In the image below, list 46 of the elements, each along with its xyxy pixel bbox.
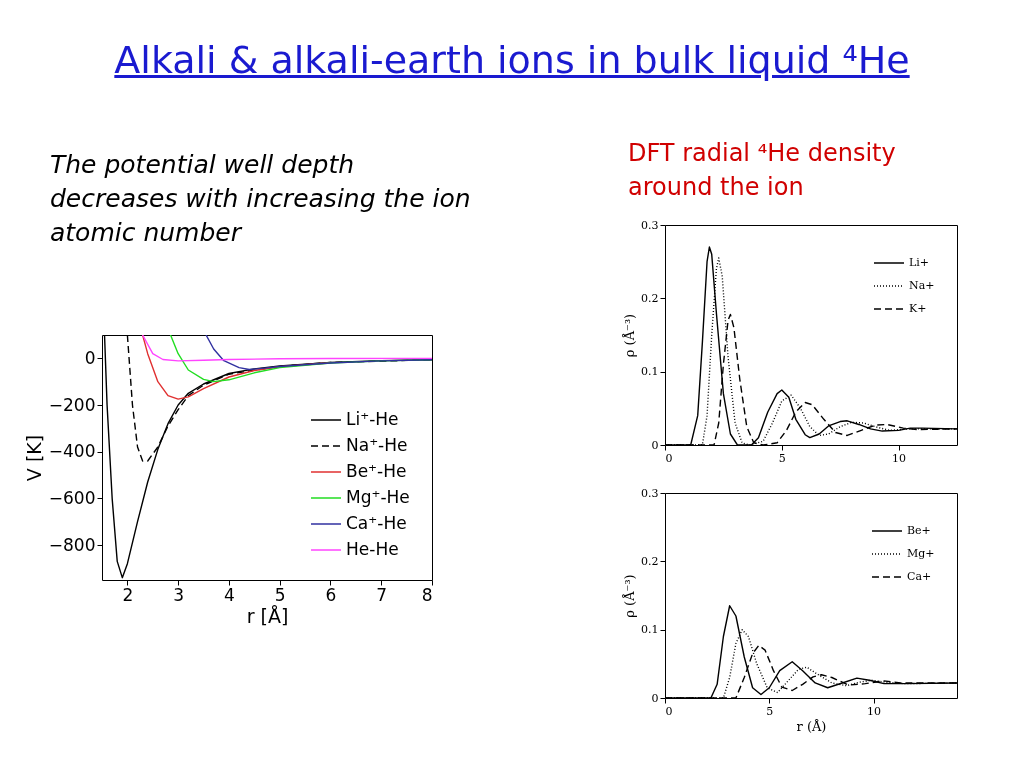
legend-label: Ca+ xyxy=(907,570,932,583)
y-tick-label: −800 xyxy=(48,534,96,555)
legend-label: Be⁺-He xyxy=(346,461,407,481)
y-tick-label: −200 xyxy=(48,394,96,415)
y-tick-label: −600 xyxy=(48,487,96,508)
x-axis-title: r (Å) xyxy=(796,718,827,734)
text: The potential well depth decreases with increasing the ion atomic number xyxy=(50,149,472,249)
legend-label: Ca⁺-He xyxy=(346,513,407,533)
y-tick-label: 0.2 xyxy=(641,554,659,568)
x-tick-label: 4 xyxy=(224,584,235,605)
x-axis-title: r [Å] xyxy=(246,604,289,627)
legend-label: Li+ xyxy=(909,256,930,269)
x-tick-label: 5 xyxy=(778,451,786,465)
legend-label: Na+ xyxy=(909,279,935,292)
x-tick-label: 10 xyxy=(867,704,882,718)
y-tick-label: 0 xyxy=(651,691,659,705)
y-tick-label: 0.1 xyxy=(641,365,659,379)
x-tick-label: 5 xyxy=(274,584,286,605)
x-tick-label: 7 xyxy=(376,584,388,605)
y-axis-title: ρ (Å⁻³) xyxy=(622,574,638,618)
chart-title: DFT radial ⁴He density around the ion xyxy=(628,138,897,203)
y-tick-label: 0 xyxy=(84,347,96,368)
x-tick-label: 10 xyxy=(892,451,907,465)
y-tick-label: 0.2 xyxy=(641,291,659,305)
x-tick-label: 2 xyxy=(122,584,134,605)
legend-label: He-He xyxy=(346,539,399,559)
y-axis-title: ρ (Å⁻³) xyxy=(622,313,638,358)
x-tick-label: 8 xyxy=(421,584,433,605)
y-tick-label: 0 xyxy=(651,438,659,452)
x-tick-label: 3 xyxy=(173,584,185,605)
legend-label: Mg⁺-He xyxy=(346,487,410,507)
legend-label: Li⁺-He xyxy=(346,409,399,429)
x-tick-label: 0 xyxy=(665,451,673,465)
legend-label: Mg+ xyxy=(907,547,935,560)
text: Alkali & alkali-earth ions in bulk liquid ⁴He xyxy=(113,38,911,82)
legend-label: Be+ xyxy=(907,524,931,537)
y-tick-label: −400 xyxy=(48,441,96,462)
legend-label: K+ xyxy=(909,302,927,315)
x-tick-label: 6 xyxy=(325,584,337,605)
x-tick-label: 5 xyxy=(766,704,774,718)
y-axis-title: V [K] xyxy=(22,434,45,482)
x-tick-label: 0 xyxy=(665,704,673,718)
y-tick-label: 0.1 xyxy=(641,623,659,637)
y-tick-label: 0.3 xyxy=(641,486,659,500)
y-tick-label: 0.3 xyxy=(641,218,659,232)
legend-label: Na⁺-He xyxy=(346,435,408,455)
